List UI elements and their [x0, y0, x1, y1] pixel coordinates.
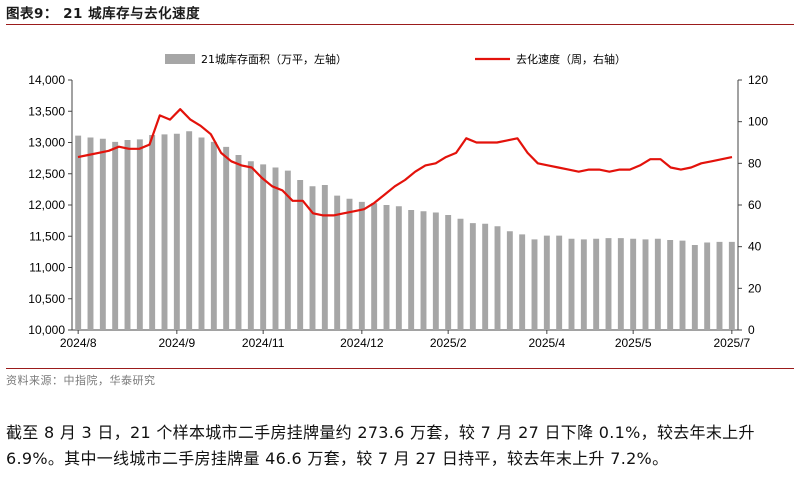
left-tick-label: 11,000 — [29, 261, 65, 275]
bar — [494, 226, 501, 330]
bar — [358, 201, 365, 330]
left-tick-label: 12,500 — [28, 167, 65, 181]
x-tick-label: 2025/2 — [430, 336, 467, 350]
title-rule — [6, 24, 794, 25]
left-tick-label: 14,000 — [28, 73, 65, 87]
bar — [346, 198, 353, 330]
right-tick-label: 20 — [748, 281, 762, 295]
bar — [247, 161, 254, 330]
bar — [642, 239, 649, 330]
bar — [198, 137, 205, 330]
bar — [136, 139, 143, 330]
bar — [112, 141, 119, 330]
bar — [482, 223, 489, 330]
left-tick-label: 10,000 — [28, 323, 65, 337]
left-tick-label: 13,000 — [28, 136, 65, 150]
legend-bar-swatch — [165, 54, 195, 64]
bar — [309, 186, 316, 330]
bar — [728, 241, 735, 330]
bar — [556, 235, 563, 330]
left-tick-label: 12,000 — [28, 198, 65, 212]
chart: 10,000 10,500 11,000 11,500 12,000 12,500 13,0… — [28, 52, 768, 350]
left-tick-label: 11,500 — [29, 229, 65, 243]
bar — [297, 180, 304, 330]
bar — [272, 167, 279, 330]
bar — [321, 185, 328, 330]
bar — [87, 137, 94, 330]
bar — [679, 240, 686, 330]
bar — [568, 238, 575, 330]
bar — [704, 242, 711, 330]
bar — [654, 238, 661, 330]
speed-line — [77, 108, 733, 217]
bar — [284, 170, 291, 330]
bar — [75, 135, 82, 330]
bar — [445, 215, 452, 330]
bar — [593, 238, 600, 330]
bar — [630, 238, 637, 330]
bar — [260, 164, 267, 330]
bar — [383, 205, 390, 330]
bar — [420, 211, 427, 330]
x-tick-label: 2025/4 — [528, 336, 565, 350]
bar — [457, 218, 464, 330]
bar — [408, 210, 415, 330]
left-tick-label: 10,500 — [28, 292, 65, 306]
left-tick-label: 13,500 — [28, 104, 65, 118]
bar — [580, 239, 587, 330]
legend: 21城库存面积（万平，左轴） 去化速度（周，右轴） — [165, 52, 626, 66]
x-tick-label: 2025/5 — [615, 336, 652, 350]
bar — [99, 138, 106, 330]
bar-series — [75, 131, 735, 330]
bar — [469, 223, 476, 330]
bar — [432, 212, 439, 330]
right-tick-label: 0 — [748, 323, 755, 337]
legend-line-label: 去化速度（周，右轴） — [516, 52, 626, 66]
body-paragraph: 截至 8 月 3 日，21 个样本城市二手房挂牌量约 273.6 万套，较 7 … — [6, 423, 755, 468]
bar — [235, 155, 242, 330]
right-tick-label: 40 — [748, 240, 762, 254]
bar — [210, 141, 217, 330]
bar — [531, 239, 538, 330]
bar — [667, 240, 674, 330]
bar — [506, 231, 513, 330]
line-series — [77, 108, 733, 217]
bar — [519, 234, 526, 330]
bar — [395, 206, 402, 330]
bar — [124, 140, 131, 330]
right-tick-label: 80 — [748, 156, 762, 170]
right-tick-label: 60 — [748, 198, 762, 212]
figure-title: 图表9： 21 城库存与去化速度 — [6, 6, 201, 22]
right-tick-label: 100 — [748, 115, 768, 129]
bar — [691, 245, 698, 330]
source-rule — [6, 368, 794, 369]
x-tick-label: 2025/7 — [713, 336, 750, 350]
bar — [543, 235, 550, 330]
bar — [161, 134, 168, 330]
x-tick-label: 2024/11 — [242, 336, 285, 350]
source-note: 资料来源：中指院，华泰研究 — [6, 374, 156, 387]
x-tick-label: 2024/12 — [340, 336, 384, 350]
bar — [605, 238, 612, 330]
bar — [617, 238, 624, 330]
bar — [716, 241, 723, 330]
bar — [149, 135, 156, 330]
bar — [173, 133, 180, 330]
bar — [371, 203, 378, 330]
bar — [334, 195, 341, 330]
x-tick-label: 2024/8 — [60, 336, 97, 350]
legend-bar-label: 21城库存面积（万平，左轴） — [201, 52, 347, 66]
bar — [223, 146, 230, 330]
x-tick-label: 2024/9 — [158, 336, 195, 350]
right-tick-label: 120 — [748, 73, 768, 87]
bar — [186, 131, 193, 330]
axes: 10,000 10,500 11,000 11,500 12,000 12,500 13,0… — [28, 73, 768, 350]
